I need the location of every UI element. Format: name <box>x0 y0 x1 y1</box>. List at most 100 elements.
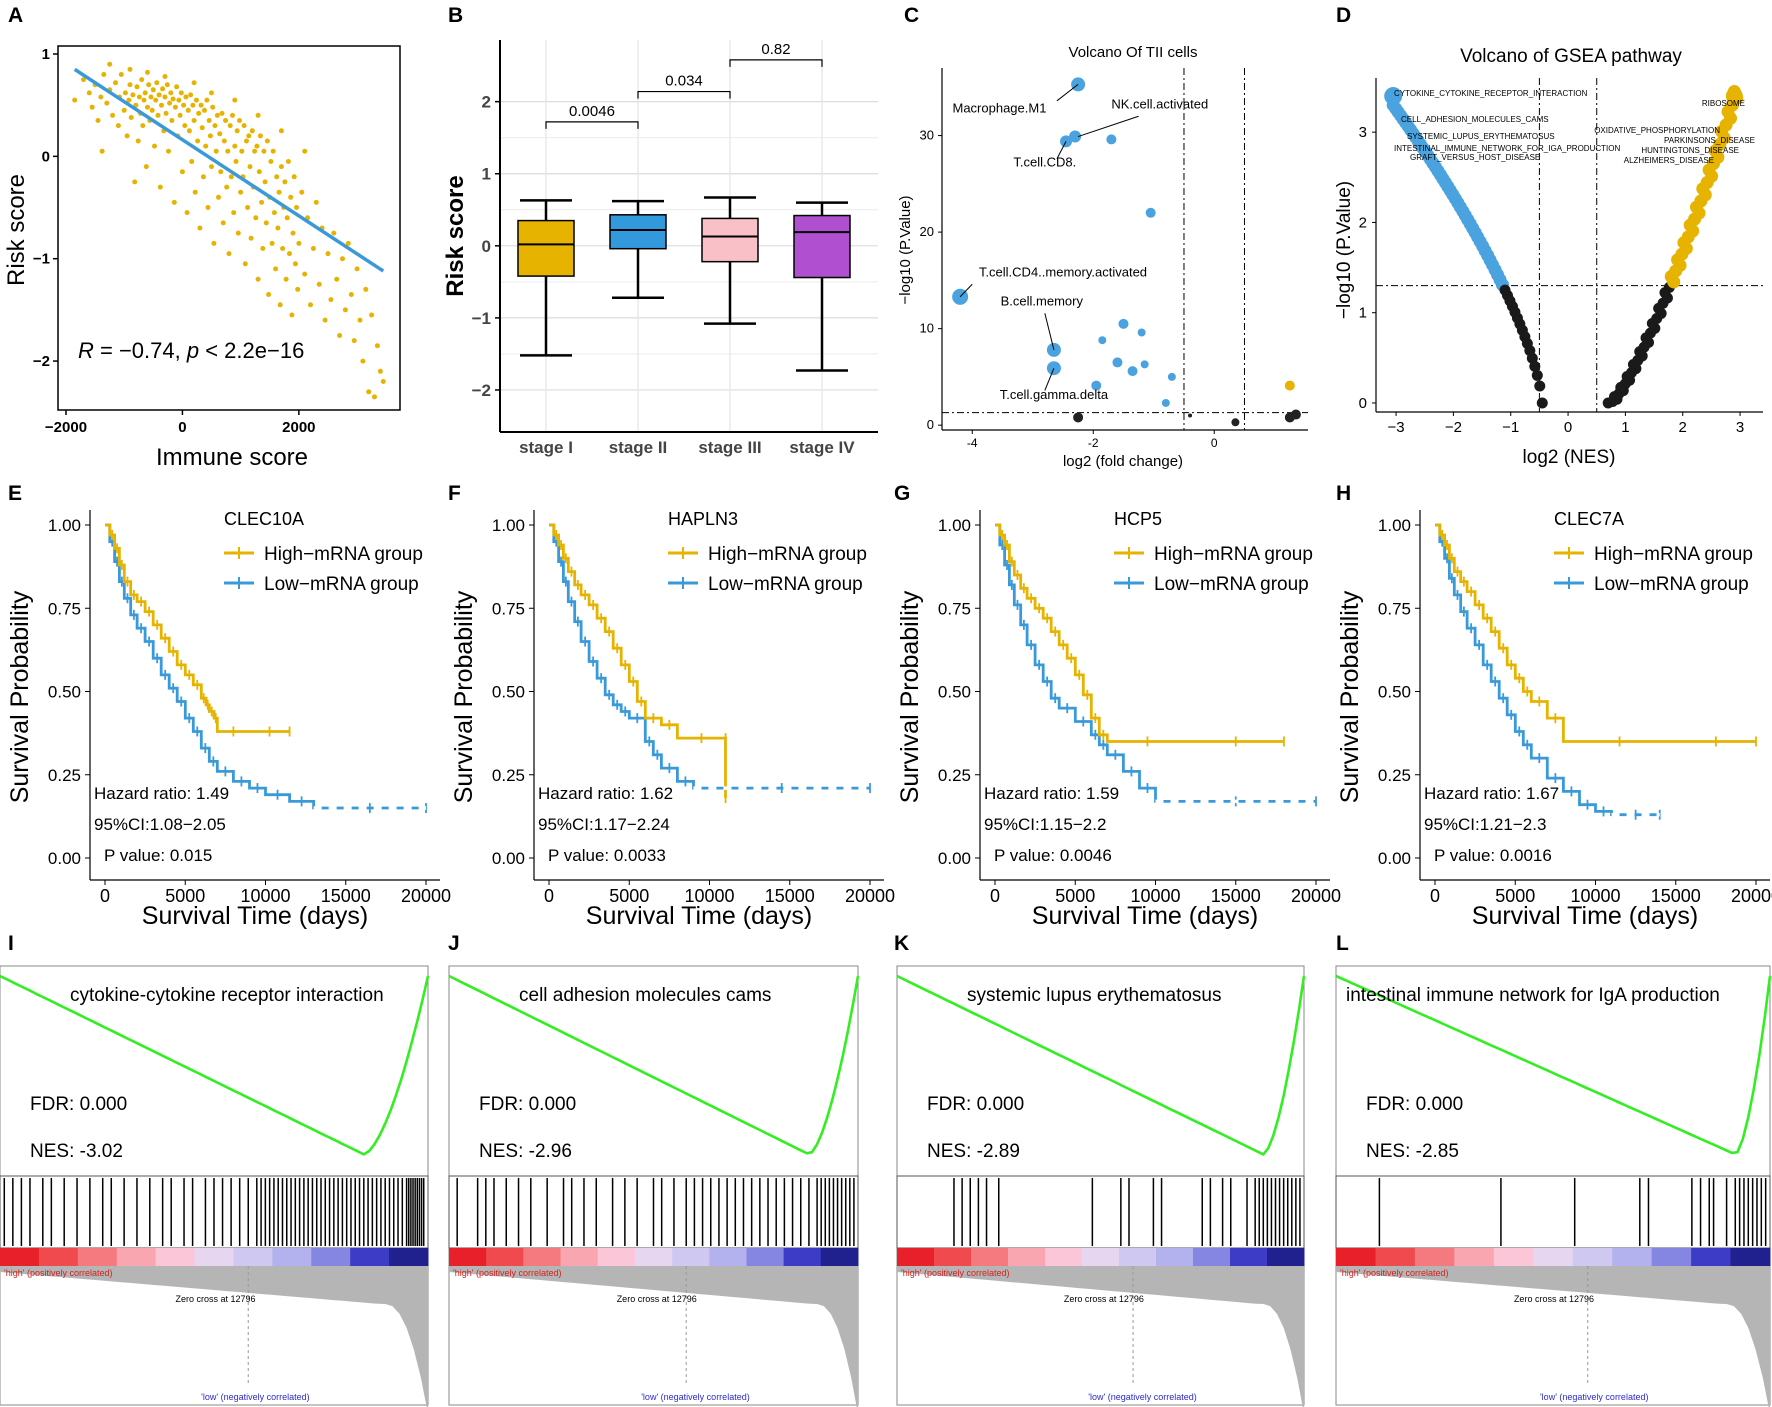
panel-a-chart: −2000 0 2000 1 0 −1 −2 Immune score Risk score R … <box>3 45 401 471</box>
chart-title: Volcano Of TII cells <box>1069 44 1198 61</box>
scatter-point <box>230 112 235 118</box>
y-axis-label: −log10 (P.Value) <box>897 195 914 304</box>
rank-color-segment <box>1651 1248 1692 1266</box>
scatter-point <box>160 86 166 92</box>
scatter-point <box>81 77 86 83</box>
rank-color-segment <box>38 1248 79 1266</box>
scatter-point <box>357 317 363 323</box>
scatter-point <box>354 266 360 272</box>
nes-label: NES: -2.96 <box>479 1141 572 1162</box>
scatter-point <box>337 333 343 338</box>
x-tick-label: 20000 <box>1731 886 1772 906</box>
scatter-point <box>257 133 263 139</box>
pathway-point <box>1725 87 1743 105</box>
x-tick-label: 20000 <box>845 886 895 906</box>
scatter-point <box>221 138 227 144</box>
scatter-point <box>141 97 147 103</box>
fdr-label: FDR: 0.000 <box>1366 1094 1463 1115</box>
annotation-part: < 2.2e−16 <box>199 338 304 363</box>
scatter-point <box>278 164 284 170</box>
scatter-point <box>127 66 133 72</box>
panel-letter-i: I <box>8 932 14 955</box>
y-tick-label: 0.00 <box>1378 849 1411 868</box>
volcano-point <box>1188 413 1193 418</box>
scatter-point <box>252 148 258 154</box>
scatter-point <box>134 84 140 90</box>
scatter-point <box>226 251 232 257</box>
y-tick-label: 2 <box>482 93 491 112</box>
y-tick-label: 0.75 <box>1378 599 1411 618</box>
x-axis-label: Survival Time (days) <box>142 902 368 930</box>
y-axis-label: Survival Probability <box>896 590 924 803</box>
scatter-point <box>302 271 308 277</box>
scatter-point <box>280 246 286 251</box>
scatter-point <box>143 164 149 170</box>
panel-letter-d: D <box>1336 4 1351 27</box>
fdr-label: FDR: 0.000 <box>927 1094 1024 1115</box>
high-label: 'high' (positively correlated) <box>4 1268 112 1278</box>
category-label: stage I <box>519 438 573 457</box>
x-tick-label: 0 <box>178 419 186 436</box>
rank-color-segment <box>1533 1248 1574 1266</box>
scatter-point <box>302 148 308 154</box>
scatter-point <box>206 118 212 123</box>
rank-color-segment <box>971 1248 1009 1266</box>
x-tick-label: 1 <box>1621 419 1629 436</box>
scatter-point <box>156 92 162 98</box>
scatter-point <box>185 107 191 113</box>
scatter-point <box>142 90 148 96</box>
scatter-point <box>269 240 275 246</box>
scatter-point <box>231 210 237 216</box>
scatter-point <box>263 220 269 226</box>
x-tick-label: 0 <box>1211 436 1218 450</box>
volcano-point <box>1069 130 1082 143</box>
y-tick-label: 0.25 <box>1378 766 1411 785</box>
scatter-point <box>310 246 316 251</box>
x-axis-label: Survival Time (days) <box>1472 902 1698 930</box>
volcano-point <box>1145 207 1156 218</box>
scatter-point <box>145 69 150 75</box>
x-tick-label: 2000 <box>282 419 315 436</box>
high-mrna-curve <box>995 523 1284 743</box>
y-tick-label: 1 <box>482 165 491 184</box>
y-axis-label: Risk score <box>442 175 469 296</box>
category-label: stage IV <box>789 438 855 457</box>
hits-panel <box>1335 1175 1771 1249</box>
scatter-point <box>273 266 279 272</box>
scatter-point <box>374 343 380 349</box>
scatter-point <box>126 97 132 103</box>
confidence-interval: 95%CI:1.17−2.24 <box>538 815 670 834</box>
rank-color-segment <box>194 1248 234 1266</box>
volcano-point <box>1140 360 1149 369</box>
x-tick-label: −2000 <box>45 419 87 436</box>
scatter-point <box>146 82 152 88</box>
comparison-bracket <box>637 90 731 99</box>
y-tick-label: 1.00 <box>48 516 81 535</box>
y-tick-label: −2 <box>33 353 50 370</box>
x-tick-label: 10000 <box>1130 886 1180 906</box>
rank-color-segment <box>709 1248 747 1266</box>
low-mrna-curve <box>1435 523 1660 817</box>
x-tick-label: 2 <box>1679 419 1687 436</box>
scatter-point <box>110 112 116 118</box>
leader-line <box>1044 368 1055 391</box>
scatter-point <box>296 240 302 246</box>
pathway-label: GRAFT_VERSUS_HOST_DISEASE <box>1410 153 1540 162</box>
nes-label: NES: -3.02 <box>30 1141 123 1162</box>
scatter-point <box>172 104 178 110</box>
rank-color-segment <box>1082 1248 1120 1266</box>
volcano-point <box>1091 380 1102 391</box>
scatter-point <box>274 174 280 180</box>
y-tick-label: 1.00 <box>492 516 525 535</box>
scatter-point <box>162 74 168 79</box>
pathway-label: CYTOKINE_CYTOKINE_RECEPTOR_INTERACTION <box>1394 89 1588 98</box>
high-mrna-curve <box>1435 523 1756 743</box>
scatter-point <box>232 97 238 103</box>
panel-letter-c: C <box>904 4 919 27</box>
rank-color-segment <box>486 1248 524 1266</box>
scatter-point <box>246 133 252 139</box>
scatter-point <box>313 199 319 205</box>
pathway-point <box>1529 360 1541 372</box>
pathway-name: systemic lupus erythematosus <box>967 985 1222 1006</box>
scatter-point <box>153 97 159 103</box>
